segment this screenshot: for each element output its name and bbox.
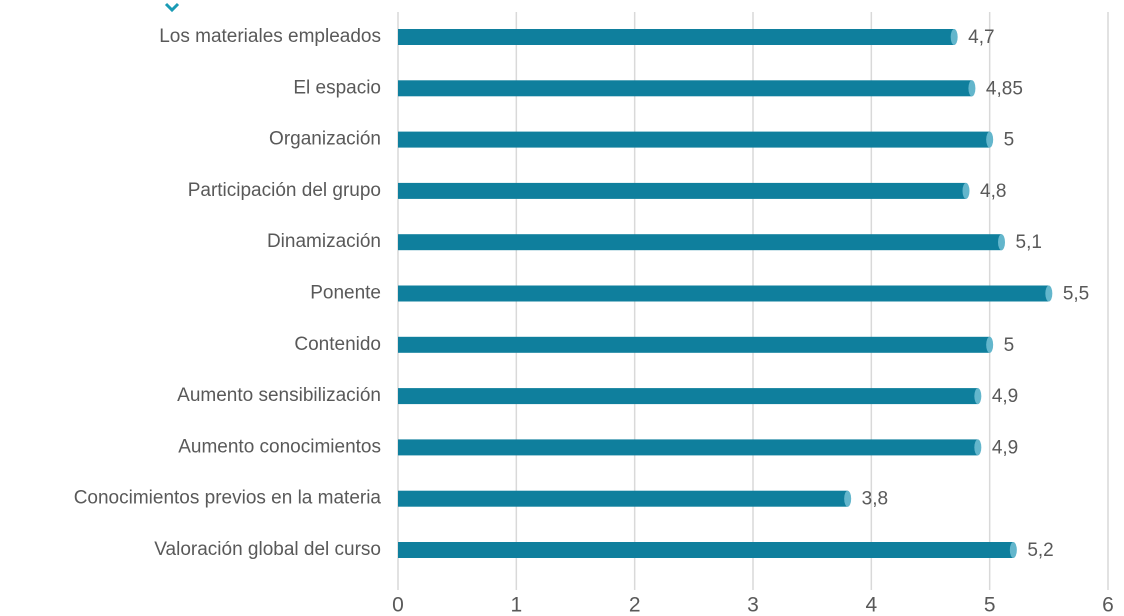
bar [398,336,990,353]
decoration-icon [164,2,180,13]
y-tick-label: Conocimientos previos en la materia [74,488,382,509]
x-tick-label: 3 [747,594,759,616]
x-tick-label: 2 [629,594,641,616]
y-tick-label: Contenido [294,334,381,355]
value-label: 5,1 [1016,232,1042,253]
bar [398,285,1049,302]
x-tick-label: 0 [392,594,404,616]
bar [398,542,1014,558]
x-tick-label: 1 [510,594,522,616]
value-label: 4,7 [968,27,994,48]
bar [398,490,848,507]
value-label: 4,9 [992,437,1018,458]
bar [398,131,990,148]
bar [398,439,978,456]
bar-cap [974,388,982,405]
bar [398,234,1002,251]
x-tick-label: 4 [865,594,877,616]
bar-cap [1009,542,1017,558]
x-tick-label: 6 [1102,594,1114,616]
bar [398,182,966,199]
bar-cap [998,234,1005,251]
y-tick-label: Aumento conocimientos [178,436,381,457]
value-label: 3,8 [862,489,888,510]
bar-cap [950,29,958,45]
bar-cap [968,80,976,97]
bar-cap [1045,285,1053,302]
bar-cap [986,131,994,148]
value-label: 5 [1004,130,1015,151]
y-tick-label: Ponente [310,283,381,304]
y-tick-label: Participación del grupo [188,180,381,201]
y-tick-label: El espacio [293,77,381,98]
bar-cap [962,182,970,199]
y-tick-label: Organización [269,129,381,150]
value-label: 5,2 [1027,540,1053,561]
y-tick-label: Dinamización [267,231,381,252]
bar-cap [986,336,994,353]
bar-cap [844,490,852,507]
bar [398,80,972,97]
bar-cap [974,439,982,456]
value-label: 4,9 [992,386,1018,407]
y-tick-label: Los materiales empleados [159,26,381,47]
value-label: 5,5 [1063,284,1089,305]
x-tick-label: 5 [984,594,996,616]
value-label: 5 [1004,335,1015,356]
bar [398,388,978,405]
bar [398,29,955,45]
y-tick-label: Valoración global del curso [154,539,381,560]
value-label: 4,85 [986,78,1023,99]
y-tick-label: Aumento sensibilización [177,385,381,406]
value-label: 4,8 [980,181,1006,202]
